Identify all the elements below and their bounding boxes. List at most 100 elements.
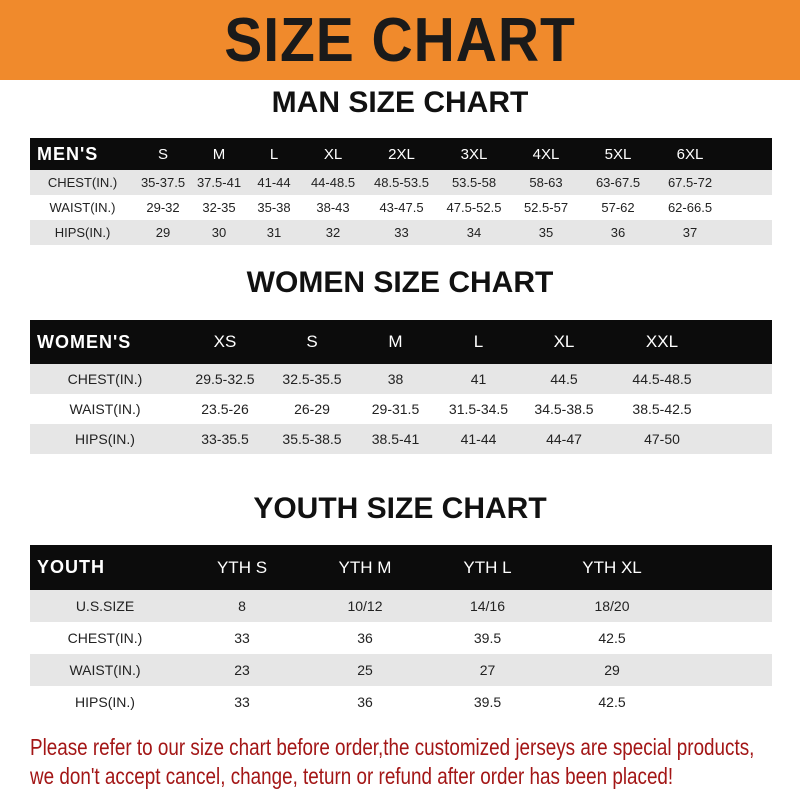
- table-cell: 34: [466, 225, 482, 240]
- table-cell: 29-32: [146, 200, 180, 215]
- table-cell: L: [269, 145, 279, 163]
- table-cell: 38: [387, 371, 404, 387]
- table-header-row: MEN'S S M L XL 2XL 3XL 4XL 5XL 6XL: [30, 138, 772, 170]
- row-label: U.S.SIZE: [75, 598, 135, 614]
- table-cell: M: [212, 145, 226, 163]
- table-cell: M: [388, 332, 403, 351]
- table-cell: YTH S: [216, 557, 268, 577]
- table-cell: 18/20: [594, 598, 630, 614]
- table-cell: 48.5-53.5: [374, 175, 429, 190]
- table-cell: 26-29: [294, 401, 330, 417]
- table-cell: 23: [234, 662, 250, 678]
- table-cell: 8: [238, 598, 246, 614]
- table-cell: YTH XL: [582, 557, 642, 577]
- table-cell: 29.5-32.5: [195, 371, 255, 387]
- table-row: CHEST(IN.) 33 36 39.5 42.5: [30, 622, 772, 654]
- table-row: U.S.SIZE 8 10/12 14/16 18/20: [30, 590, 772, 622]
- table-row: WAIST(IN.) 23.5-26 26-29 29-31.5 31.5-34.5 34…: [30, 394, 772, 424]
- table-cell: 29: [155, 225, 171, 240]
- table-cell: 41-44: [257, 175, 291, 190]
- table-header-row: YOUTH YTH S YTH M YTH L YTH XL: [30, 545, 772, 590]
- size-chart-banner: SIZE CHART: [0, 0, 800, 80]
- table-cell: 58-63: [529, 175, 563, 190]
- table-cell: YTH M: [338, 557, 392, 577]
- women-section-title: WOMEN SIZE CHART: [246, 266, 554, 299]
- table-cell: 36: [610, 225, 626, 240]
- table-cell: 37.5-41: [196, 175, 242, 190]
- table-cell: 33: [234, 630, 250, 646]
- table-cell: 39.5: [473, 630, 502, 646]
- table-cell: 47-50: [644, 431, 680, 447]
- notice-line-1: Please refer to our size chart before or…: [30, 734, 755, 760]
- table-cell: 41: [470, 371, 487, 387]
- youth-section-title: YOUTH SIZE CHART: [253, 492, 547, 525]
- row-label: WOMEN'S: [37, 331, 132, 352]
- table-cell: YTH L: [463, 557, 512, 577]
- row-label: CHEST(IN.): [67, 630, 143, 646]
- row-label: MEN'S: [37, 143, 99, 164]
- table-cell: 62-66.5: [667, 200, 713, 215]
- table-cell: 44.5-48.5: [632, 371, 692, 387]
- row-label: CHEST(IN.): [47, 175, 118, 190]
- row-label: HIPS(IN.): [75, 694, 135, 710]
- row-label: HIPS(IN.): [75, 431, 135, 447]
- table-cell: 30: [211, 225, 227, 240]
- row-label: HIPS(IN.): [54, 225, 111, 240]
- table-cell: 23.5-26: [201, 401, 249, 417]
- table-cell: 31: [266, 225, 282, 240]
- table-cell: 44-47: [546, 431, 582, 447]
- table-cell: 57-62: [601, 200, 635, 215]
- table-cell: 41-44: [460, 431, 497, 447]
- row-label: WAIST(IN.): [69, 662, 141, 678]
- row-label: WAIST(IN.): [69, 401, 141, 417]
- table-row: WAIST(IN.) 29-32 32-35 35-38 38-43 43-47.5 47.…: [30, 195, 772, 220]
- table-cell: 3XL: [460, 145, 488, 163]
- table-cell: 5XL: [604, 145, 632, 163]
- row-label: CHEST(IN.): [67, 371, 143, 387]
- table-cell: 44-48.5: [310, 175, 356, 190]
- table-cell: 63-67.5: [595, 175, 641, 190]
- table-cell: 35.5-38.5: [282, 431, 342, 447]
- order-notice: Please refer to our size chart before or…: [30, 733, 754, 791]
- table-cell: 42.5: [598, 694, 626, 710]
- table-row: CHEST(IN.) 29.5-32.5 32.5-35.5 38 41 44.5 44.5…: [30, 364, 772, 394]
- table-cell: 25: [357, 662, 373, 678]
- table-cell: 44.5: [550, 371, 578, 387]
- table-cell: S: [306, 332, 318, 351]
- table-cell: 2XL: [388, 145, 415, 163]
- table-cell: 42.5: [598, 630, 626, 646]
- table-cell: 38.5-42.5: [632, 401, 692, 417]
- table-cell: 52.5-57: [523, 200, 569, 215]
- table-cell: 38.5-41: [371, 431, 420, 447]
- table-row: HIPS(IN.) 33-35.5 35.5-38.5 38.5-41 41-44 44-…: [30, 424, 772, 454]
- table-cell: S: [157, 145, 168, 163]
- table-cell: 38-43: [316, 200, 350, 215]
- table-cell: 29: [604, 662, 620, 678]
- youth-size-table: YOUTH YTH S YTH M YTH L YTH XL U.S.SIZE 8 10/12…: [30, 545, 772, 718]
- table-cell: 10/12: [347, 598, 383, 614]
- table-cell: 35-37.5: [140, 175, 186, 190]
- men-size-table: MEN'S S M L XL 2XL 3XL 4XL 5XL 6XL CHEST(IN.) 35-37…: [30, 138, 772, 245]
- table-cell: 29-31.5: [371, 401, 420, 417]
- table-cell: 37: [682, 225, 698, 240]
- table-cell: L: [473, 332, 484, 351]
- table-cell: 47.5-52.5: [446, 200, 502, 215]
- table-cell: 32.5-35.5: [282, 371, 342, 387]
- women-size-table: WOMEN'S XS S M L XL XXL CHEST(IN.) 29.5-32.5 32.5…: [30, 320, 772, 454]
- table-cell: 43-47.5: [379, 200, 424, 215]
- table-cell: 6XL: [676, 145, 704, 163]
- table-cell: 36: [357, 630, 373, 646]
- table-row: CHEST(IN.) 35-37.5 37.5-41 41-44 44-48.5 48.5…: [30, 170, 772, 195]
- men-section-title: MAN SIZE CHART: [271, 86, 529, 119]
- table-cell: 34.5-38.5: [534, 401, 594, 417]
- table-cell: 53.5-58: [451, 175, 497, 190]
- table-cell: 33: [234, 694, 250, 710]
- row-label: YOUTH: [37, 557, 105, 577]
- table-cell: 31.5-34.5: [448, 401, 509, 417]
- table-cell: 39.5: [473, 694, 502, 710]
- table-cell: 67.5-72: [667, 175, 713, 190]
- table-row: HIPS(IN.) 29 30 31 32 33 34 35 36 37: [30, 220, 772, 245]
- table-cell: 35-38: [257, 200, 291, 215]
- table-cell: 32: [325, 225, 341, 240]
- table-row: HIPS(IN.) 33 36 39.5 42.5: [30, 686, 772, 718]
